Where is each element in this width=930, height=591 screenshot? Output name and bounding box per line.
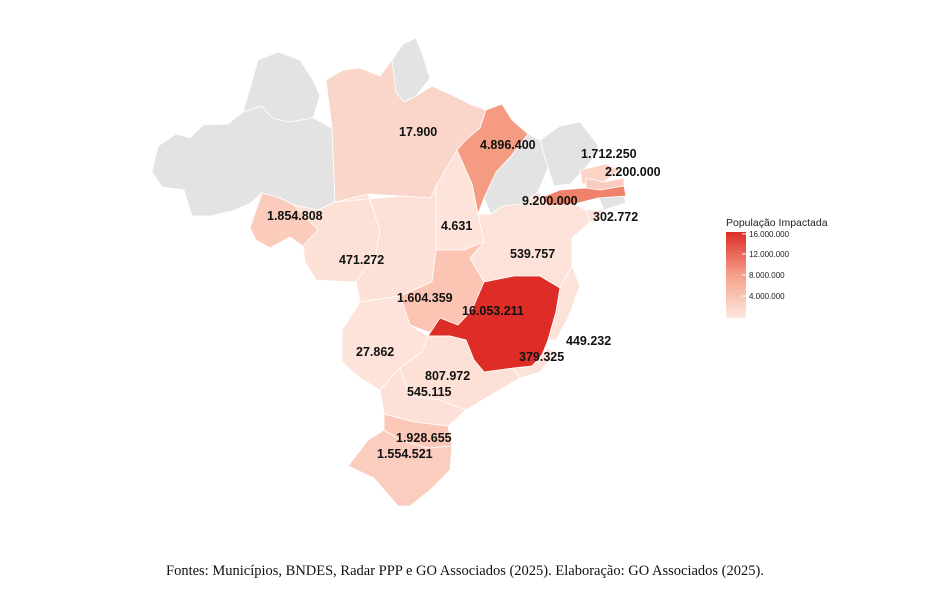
map-value-label: 1.554.521 xyxy=(377,447,433,461)
map-value-label: 539.757 xyxy=(510,247,555,261)
map-value-label: 9.200.000 xyxy=(522,194,578,208)
map-value-label: 379.325 xyxy=(519,350,564,364)
legend: População Impactada 16.000.000 12.000.00… xyxy=(726,217,828,318)
map-value-label: 16.053.211 xyxy=(462,304,524,318)
legend-title: População Impactada xyxy=(726,217,828,229)
state-espirito-santo xyxy=(547,265,581,341)
figure-caption: Fontes: Municípios, BNDES, Radar PPP e G… xyxy=(166,563,764,579)
map-value-label: 302.772 xyxy=(593,210,638,224)
map-value-label: 1.604.359 xyxy=(397,291,453,305)
legend-tick-label: 12.000.000 xyxy=(749,250,790,259)
legend-tick-label: 16.000.000 xyxy=(749,230,790,239)
map-value-label: 2.200.000 xyxy=(605,165,661,179)
legend-tick-label: 8.000.000 xyxy=(749,271,785,280)
map-value-label: 471.272 xyxy=(339,253,384,267)
map-value-label: 17.900 xyxy=(399,125,437,139)
state-roraima xyxy=(242,51,321,123)
map-value-label: 4.896.400 xyxy=(480,138,536,152)
legend-tick-label: 4.000.000 xyxy=(749,292,785,301)
map-value-label: 1.712.250 xyxy=(581,147,637,161)
map-value-label: 1.928.655 xyxy=(396,431,452,445)
state-rio-grande-do-sul xyxy=(347,429,453,507)
map-value-label: 807.972 xyxy=(425,369,470,383)
map-value-label: 27.862 xyxy=(356,345,394,359)
legend-colorbar xyxy=(726,232,746,318)
value-labels: 17.900 4.896.400 1.712.250 2.200.000 9.2… xyxy=(267,125,661,461)
map-value-label: 449.232 xyxy=(566,334,611,348)
map-value-label: 545.115 xyxy=(407,385,452,399)
state-amazonas xyxy=(151,105,336,217)
map-value-label: 1.854.808 xyxy=(267,209,323,223)
state-maranhao xyxy=(456,103,529,215)
map-value-label: 4.631 xyxy=(441,219,472,233)
